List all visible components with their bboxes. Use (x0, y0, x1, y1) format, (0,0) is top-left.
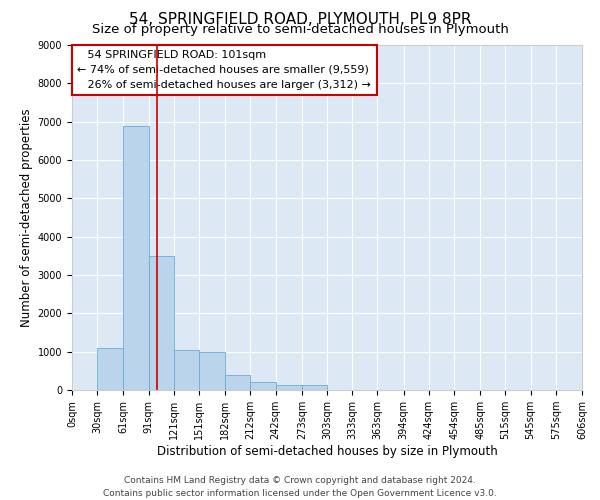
Bar (302, 385, 327, 390)
Text: 54, SPRINGFIELD ROAD, PLYMOUTH, PL9 8PR: 54, SPRINGFIELD ROAD, PLYMOUTH, PL9 8PR (129, 12, 471, 28)
Bar (149, 256, 174, 390)
Text: Size of property relative to semi-detached houses in Plymouth: Size of property relative to semi-detach… (92, 22, 508, 36)
X-axis label: Distribution of semi-detached houses by size in Plymouth: Distribution of semi-detached houses by … (157, 445, 497, 458)
Bar (199, 352, 225, 390)
Bar (250, 382, 275, 390)
Bar (275, 385, 302, 390)
Bar (97, 348, 124, 390)
Bar (174, 350, 199, 390)
Bar (225, 374, 250, 390)
Text: 54 SPRINGFIELD ROAD: 101sqm
← 74% of semi-detached houses are smaller (9,559)
  : 54 SPRINGFIELD ROAD: 101sqm ← 74% of sem… (77, 50, 371, 90)
Y-axis label: Number of semi-detached properties: Number of semi-detached properties (20, 108, 34, 327)
Bar (124, 126, 149, 390)
Text: Contains HM Land Registry data © Crown copyright and database right 2024.
Contai: Contains HM Land Registry data © Crown c… (103, 476, 497, 498)
